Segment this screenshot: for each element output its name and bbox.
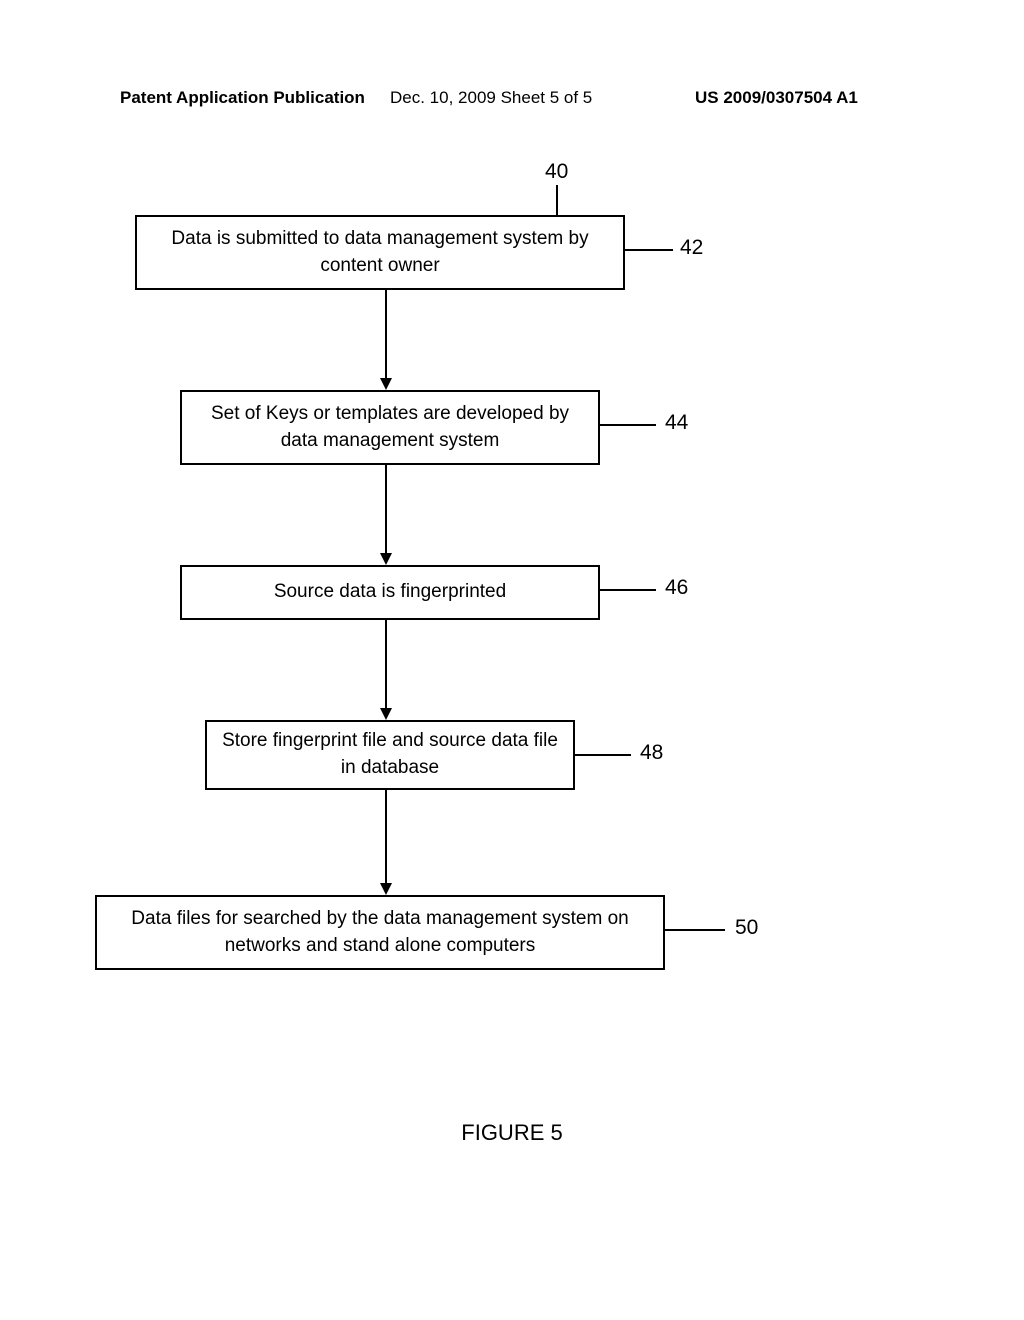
flow-box-2-text: Set of Keys or templates are developed b… <box>190 401 590 454</box>
flow-box-1-text: Data is submitted to data management sys… <box>145 226 615 279</box>
header-left: Patent Application Publication <box>120 88 365 108</box>
flowchart-diagram: 40 Data is submitted to data management … <box>0 140 1024 1240</box>
leader-44 <box>600 423 658 427</box>
flow-box-5-text: Data files for searched by the data mana… <box>105 906 655 959</box>
flow-box-3-text: Source data is fingerprinted <box>274 579 506 606</box>
ref-label-50: 50 <box>735 916 758 940</box>
flow-box-1: Data is submitted to data management sys… <box>135 215 625 290</box>
flow-box-5: Data files for searched by the data mana… <box>95 895 665 970</box>
ref-label-40: 40 <box>545 160 568 184</box>
header-right: US 2009/0307504 A1 <box>695 88 858 108</box>
figure-caption: FIGURE 5 <box>0 1120 1024 1146</box>
ref-label-46: 46 <box>665 576 688 600</box>
ref-label-42: 42 <box>680 236 703 260</box>
connector-top <box>555 185 559 217</box>
leader-50 <box>665 928 727 932</box>
arrow-4-5 <box>376 790 396 895</box>
header-center: Dec. 10, 2009 Sheet 5 of 5 <box>390 88 592 108</box>
leader-42 <box>625 248 675 252</box>
ref-label-48: 48 <box>640 741 663 765</box>
leader-46 <box>600 588 658 592</box>
flow-box-4-text: Store fingerprint file and source data f… <box>215 728 565 781</box>
flow-box-4: Store fingerprint file and source data f… <box>205 720 575 790</box>
arrow-2-3 <box>376 465 396 565</box>
arrow-3-4 <box>376 620 396 720</box>
ref-label-44: 44 <box>665 411 688 435</box>
arrow-1-2 <box>376 290 396 390</box>
flow-box-2: Set of Keys or templates are developed b… <box>180 390 600 465</box>
flow-box-3: Source data is fingerprinted <box>180 565 600 620</box>
leader-48 <box>575 753 633 757</box>
